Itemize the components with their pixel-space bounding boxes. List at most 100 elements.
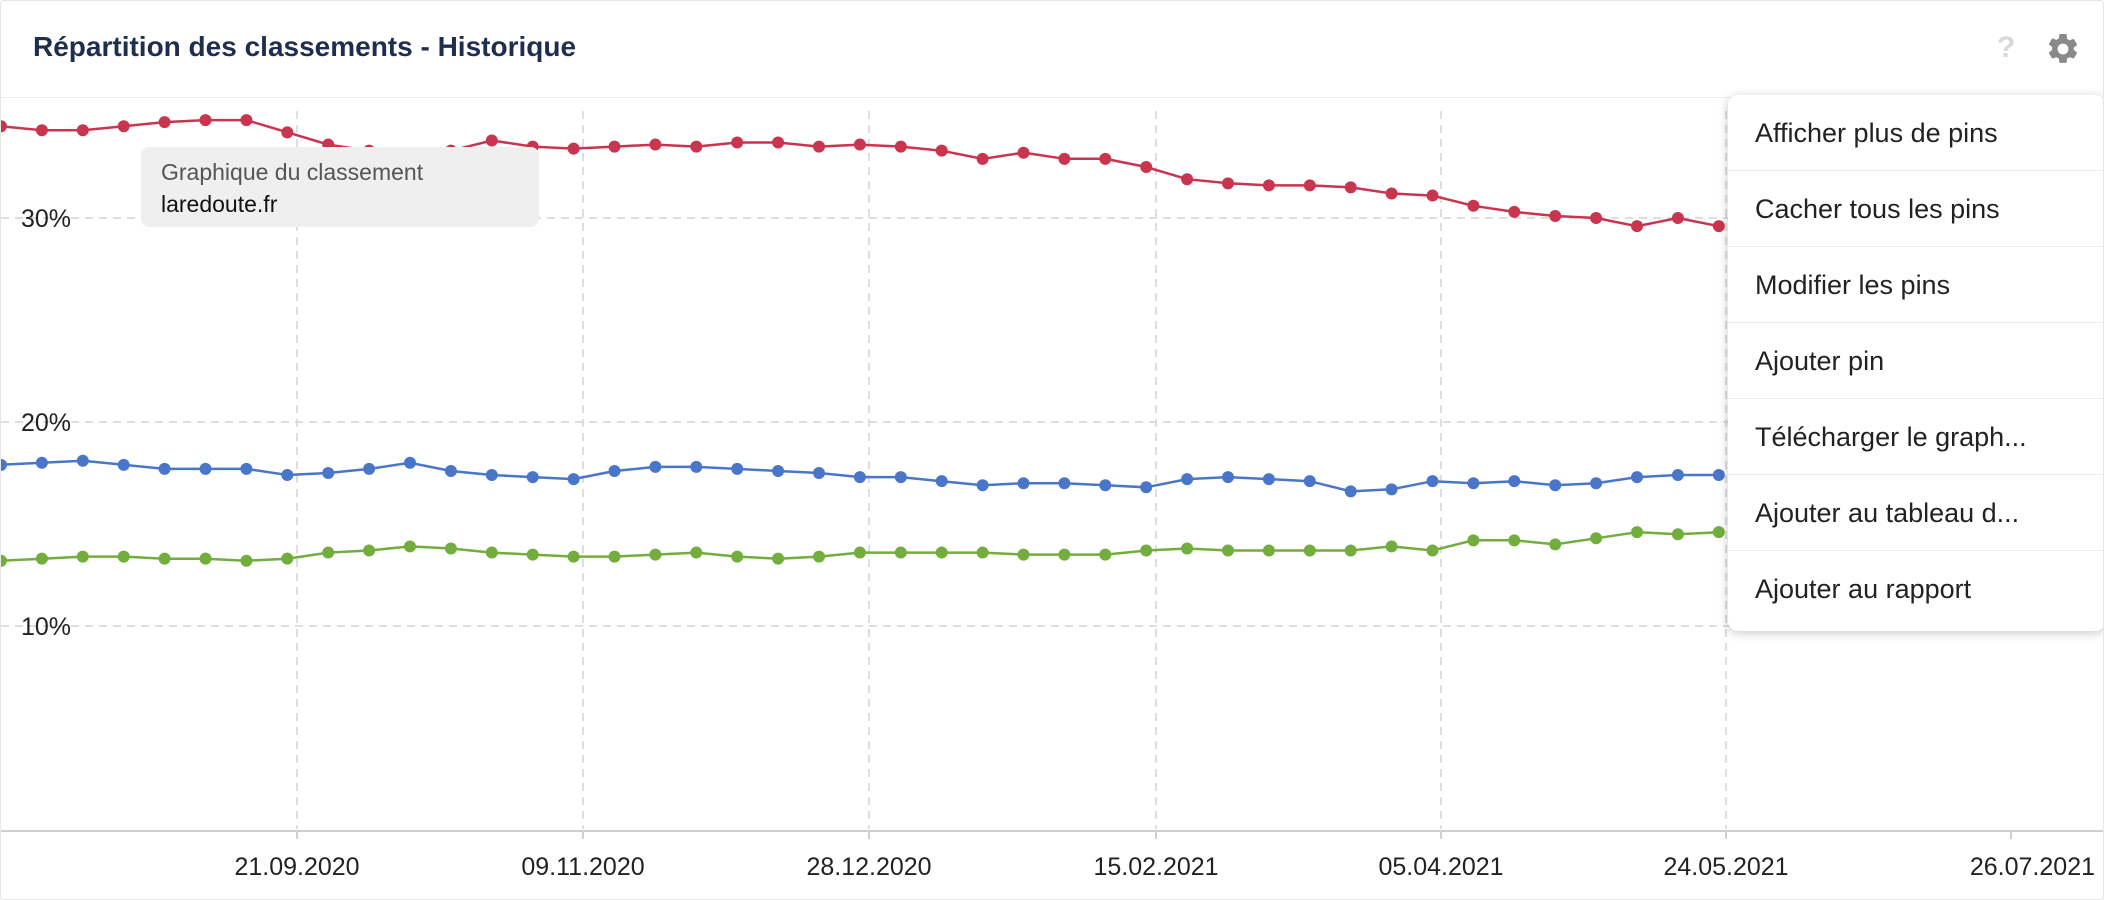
data-point [1303,544,1316,557]
data-point [1671,528,1684,541]
data-point [281,126,294,139]
data-point [608,550,621,563]
data-point [690,460,703,473]
data-point [444,464,457,477]
data-point [976,479,989,492]
menu-item-download-chart[interactable]: Télécharger le graph... [1728,399,2103,475]
data-point [1426,189,1439,202]
data-point [1426,475,1439,488]
data-point [1222,544,1234,557]
data-point [1099,548,1112,561]
data-point [1,120,7,133]
data-point [281,552,294,565]
menu-item-hide-all-pins[interactable]: Cacher tous les pins [1728,171,2103,247]
data-point [1344,485,1357,498]
context-menu: Afficher plus de pins Cacher tous les pi… [1728,95,2103,631]
data-point [649,548,662,561]
data-point [690,546,703,559]
data-point [1262,473,1275,486]
data-point [240,554,253,567]
y-tick-label: 10% [21,613,71,641]
data-point [894,471,907,484]
data-point [853,138,866,151]
data-point [1385,540,1398,553]
data-point [76,454,89,467]
data-point [1426,544,1439,557]
data-point [1549,209,1562,222]
data-point [1671,469,1684,482]
data-point [1099,479,1112,492]
data-point [76,124,89,137]
x-tick-label: 05.04.2021 [1378,853,1503,881]
data-point [1712,469,1725,482]
data-point [813,550,825,563]
help-icon[interactable]: ? [1997,31,2016,64]
x-tick-label: 26.07.2021 [1970,853,2095,881]
data-point [1099,152,1112,165]
data-point [281,469,294,482]
data-point [1344,181,1357,194]
data-point [322,546,335,559]
data-point [1,458,7,471]
data-point [608,464,621,477]
data-point [1508,475,1521,488]
data-point [363,462,376,475]
data-point [731,462,744,475]
data-point [240,462,253,475]
gear-icon[interactable] [2045,31,2081,67]
data-point [1140,481,1153,494]
data-point [1590,212,1603,224]
data-point [1467,477,1480,490]
data-point [444,542,457,555]
data-point [690,140,703,153]
data-point [117,550,130,563]
data-point [853,471,866,484]
data-point [485,469,498,482]
menu-item-edit-pins[interactable]: Modifier les pins [1728,247,2103,323]
data-point [1385,187,1398,200]
data-point [158,116,171,129]
data-point [1181,173,1194,186]
data-point [772,464,785,477]
data-point [976,546,989,559]
data-point [1467,534,1480,547]
data-point [35,456,48,469]
menu-item-show-more-pins[interactable]: Afficher plus de pins [1728,95,2103,171]
data-point [158,462,171,475]
data-point [117,458,130,471]
data-point [1549,479,1562,492]
data-point [1140,544,1153,557]
y-tick-label: 20% [21,409,71,437]
data-point [567,142,580,155]
data-point [1631,526,1643,539]
data-point [1017,146,1030,159]
data-point [1058,477,1071,490]
data-point [731,550,744,563]
data-point [935,475,948,488]
data-point [158,552,171,565]
data-point [1467,199,1480,212]
data-point [1058,152,1071,165]
data-point [935,546,948,559]
data-point [1262,544,1275,557]
data-point [1017,477,1030,490]
menu-item-add-pin[interactable]: Ajouter pin [1728,323,2103,399]
data-point [1262,179,1275,192]
data-point [199,462,212,475]
data-point [526,548,539,561]
data-point [1631,471,1643,484]
data-point [1058,548,1071,561]
data-point [199,552,212,565]
data-point [404,540,416,553]
data-point [1590,532,1603,545]
menu-item-add-to-report[interactable]: Ajouter au rapport [1755,574,1972,604]
data-point [608,140,621,153]
data-point [567,473,580,486]
menu-item-add-to-dashboard[interactable]: Ajouter au tableau d... [1728,475,2103,551]
data-point [199,114,212,127]
data-point [649,460,662,473]
data-point [35,552,48,565]
data-point [813,140,825,153]
